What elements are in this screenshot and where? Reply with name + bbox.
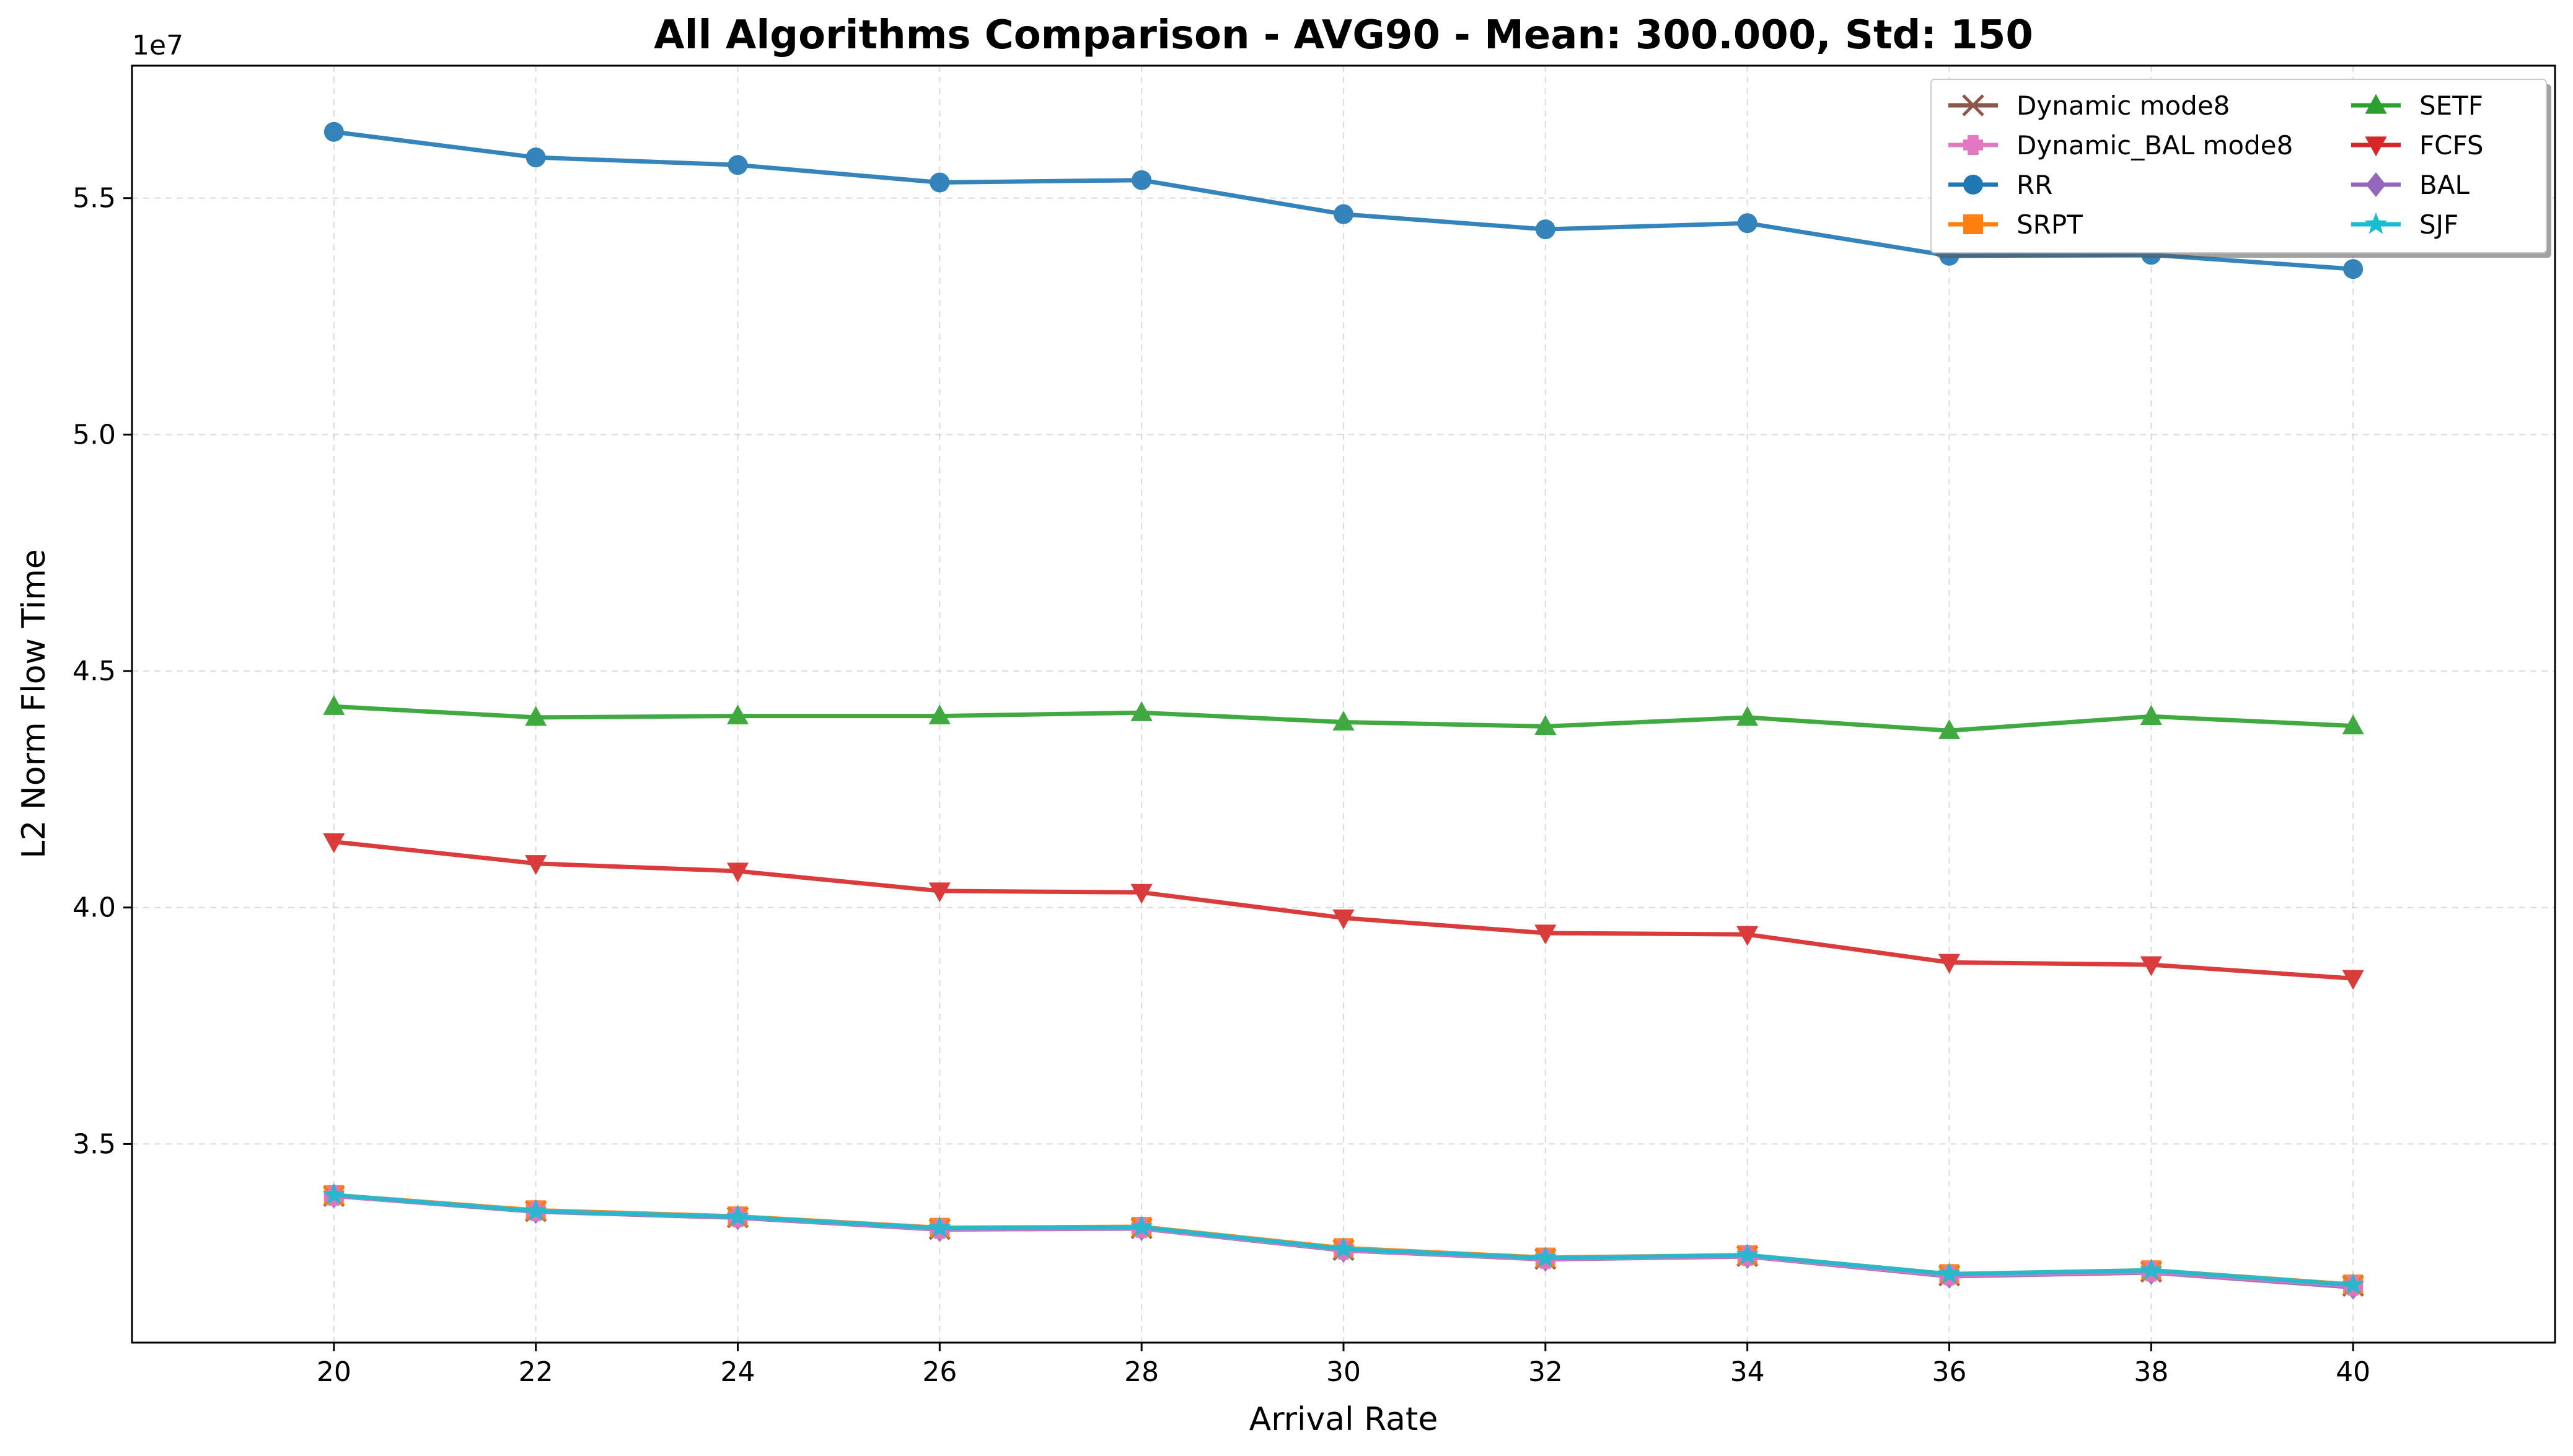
x-tick-label: 32: [1528, 1356, 1563, 1388]
legend: Dynamic mode8 Dynamic_BAL mode8 RR SRPT SETF…: [1930, 79, 2551, 258]
data-point-setf: [928, 704, 951, 725]
data-point-rr: [323, 121, 344, 142]
x-tick-label: 34: [1730, 1356, 1765, 1388]
data-point-rr: [526, 147, 546, 168]
legend-marker: [1963, 135, 1983, 155]
data-point-setf: [2140, 704, 2162, 725]
data-point-fcfs: [928, 882, 951, 903]
y-scale-label: 1e7: [132, 30, 183, 61]
data-point-fcfs: [1938, 954, 1961, 974]
x-axis-label: Arrival Rate: [1249, 1401, 1438, 1438]
legend-label: Dynamic_BAL mode8: [2017, 130, 2293, 160]
axes: 20 22 24 26 28 30 32 34 36 38 40 3.5 4.0 4.5 5.0 5.5: [73, 183, 2370, 1388]
data-point-setf: [1534, 714, 1557, 735]
data-point-sjf: [1130, 1215, 1153, 1237]
data-point-rr: [1737, 213, 1757, 234]
data-point-fcfs: [525, 855, 547, 875]
legend-label: FCFS: [2419, 130, 2484, 160]
x-tick-label: 30: [1326, 1356, 1361, 1388]
series-layer: [322, 121, 2365, 1300]
data-point-sjf: [1332, 1237, 1355, 1259]
x-tick-label: 38: [2134, 1356, 2168, 1388]
legend-label: Dynamic mode8: [2017, 90, 2230, 121]
data-point-rr: [2343, 259, 2364, 279]
data-point-sjf: [1534, 1246, 1557, 1268]
data-point-setf: [323, 695, 345, 715]
data-point-sjf: [726, 1204, 749, 1227]
data-point-rr: [728, 155, 748, 175]
x-tick-label: 36: [1932, 1356, 1967, 1388]
data-point-fcfs: [323, 833, 345, 854]
legend-label: SRPT: [2017, 209, 2083, 240]
data-point-setf: [525, 706, 547, 726]
y-tick-label: 5.5: [73, 183, 116, 214]
legend-marker: [2365, 94, 2387, 114]
legend-label: SJF: [2419, 209, 2458, 240]
x-tick-label: 26: [922, 1356, 957, 1388]
data-point-setf: [2342, 714, 2364, 735]
chart-title: All Algorithms Comparison - AVG90 - Mean…: [654, 12, 2033, 58]
series-fcfs: [323, 833, 2364, 990]
data-point-sjf: [2341, 1273, 2365, 1295]
data-point-sjf: [1736, 1243, 1759, 1265]
data-point-fcfs: [1736, 926, 1759, 946]
data-point-fcfs: [1130, 884, 1153, 904]
y-tick-label: 5.0: [73, 419, 116, 450]
data-point-rr: [1334, 204, 1353, 224]
data-point-rr: [1535, 219, 1555, 240]
x-tick-label: 22: [519, 1356, 553, 1388]
legend-marker: [1962, 94, 1984, 116]
x-tick-label: 20: [317, 1356, 351, 1388]
data-point-sjf: [2140, 1258, 2163, 1280]
data-point-fcfs: [1534, 924, 1557, 945]
legend-marker: [1963, 175, 1983, 195]
y-tick-label: 4.5: [73, 656, 116, 687]
x-tick-label: 40: [2336, 1356, 2370, 1388]
legend-marker: [2364, 212, 2388, 234]
data-point-setf: [1938, 719, 1961, 739]
legend-marker: [1963, 214, 1983, 234]
legend-label: SETF: [2419, 90, 2483, 121]
legend-marker: [2366, 172, 2386, 197]
data-point-setf: [1332, 711, 1355, 731]
series-sjf: [322, 1183, 2365, 1295]
data-point-fcfs: [1332, 909, 1355, 929]
data-point-setf: [1736, 706, 1759, 726]
data-point-sjf: [524, 1199, 547, 1221]
y-tick-label: 4.0: [73, 892, 116, 924]
legend-label: BAL: [2419, 170, 2470, 200]
data-point-setf: [1130, 701, 1153, 721]
y-axis-label: L2 Norm Flow Time: [15, 549, 53, 858]
x-tick-label: 24: [721, 1356, 755, 1388]
data-point-setf: [726, 704, 749, 725]
series-setf: [323, 695, 2364, 739]
data-point-rr: [1132, 170, 1152, 190]
grid: [132, 66, 2555, 1343]
data-point-fcfs: [2140, 956, 2162, 976]
y-tick-label: 3.5: [73, 1128, 116, 1160]
legend-marker: [2365, 136, 2387, 157]
data-point-sjf: [928, 1216, 951, 1238]
data-point-rr: [930, 172, 950, 193]
legend-box: [1930, 79, 2547, 253]
data-point-fcfs: [2342, 970, 2364, 990]
data-point-sjf: [322, 1183, 346, 1205]
data-point-sjf: [1938, 1262, 1961, 1284]
x-tick-label: 28: [1124, 1356, 1159, 1388]
data-point-fcfs: [726, 862, 749, 883]
legend-label: RR: [2017, 170, 2052, 200]
